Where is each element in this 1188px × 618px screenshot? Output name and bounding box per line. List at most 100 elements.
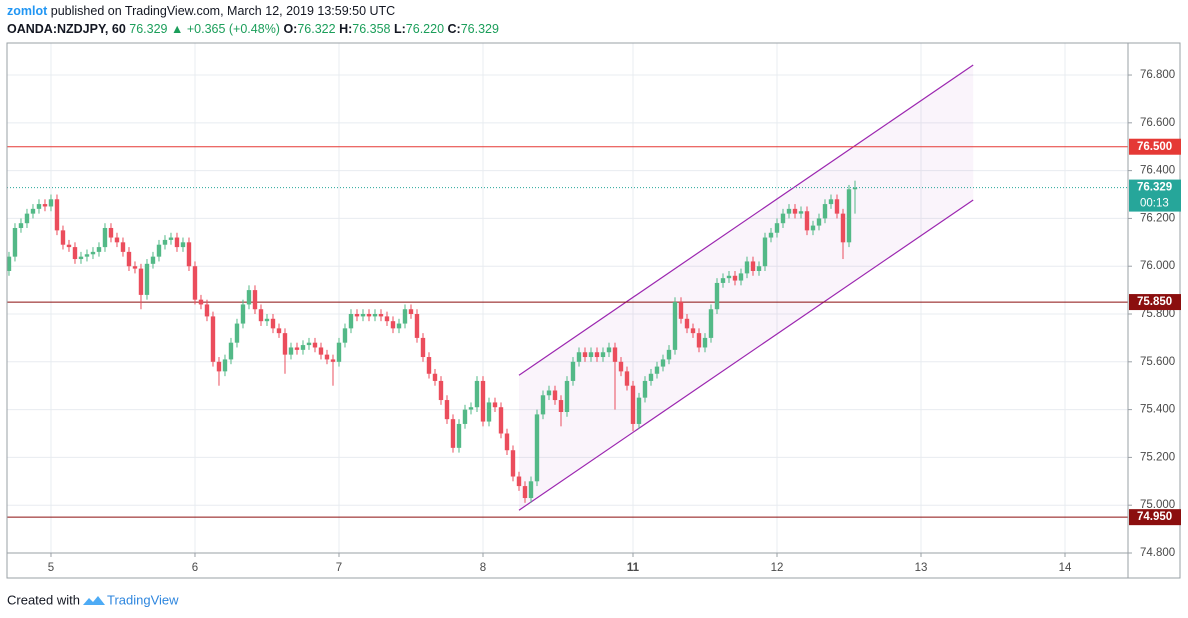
candle-body	[420, 337, 426, 358]
candle-body	[378, 314, 384, 317]
candle-body	[486, 402, 492, 422]
candle-body	[432, 373, 438, 381]
candle-body	[42, 204, 48, 207]
candle-body	[342, 328, 348, 343]
candle-body	[282, 333, 288, 355]
candle-body	[108, 227, 114, 238]
candle-body	[504, 433, 510, 451]
candle-body	[726, 275, 732, 279]
candle-body	[186, 242, 192, 267]
candle-body	[336, 342, 342, 362]
candle-body	[708, 309, 714, 338]
candle-body	[816, 218, 822, 226]
candle-body	[480, 380, 486, 422]
candle-body	[642, 380, 648, 398]
candle-body	[606, 347, 612, 353]
candle-body	[456, 423, 462, 448]
candle-body	[834, 199, 840, 214]
ohlc-value: 76.322	[297, 22, 335, 36]
candle-body	[732, 275, 738, 281]
candle-body	[258, 309, 264, 322]
candle-body	[672, 302, 678, 350]
y-tick-label: 75.600	[1140, 356, 1175, 368]
ohlc-key: L:	[394, 22, 406, 36]
candle-body	[372, 314, 378, 317]
candle-body	[522, 486, 528, 499]
candle-body	[570, 361, 576, 381]
x-tick-label: 14	[1059, 562, 1072, 574]
candle-body	[660, 359, 666, 367]
plot: 74.800 75.000 75.200 75.400 75.600 75.800 76.0…	[6, 43, 1175, 574]
y-tick-label: 75.800	[1140, 308, 1175, 320]
logo	[83, 596, 105, 605]
candle-body	[246, 290, 252, 305]
candle-body	[648, 373, 654, 381]
x-tick-label: 11	[627, 562, 640, 574]
candle-body	[18, 223, 24, 228]
candle-body	[468, 407, 474, 410]
candle-body	[228, 342, 234, 360]
published: published on TradingView.com, March 12, …	[51, 4, 395, 18]
candle-body	[324, 354, 330, 360]
candle-body	[12, 227, 18, 257]
candle-body	[192, 266, 198, 300]
y-tick-label: 76.400	[1140, 165, 1175, 177]
candle-body	[792, 208, 798, 214]
y-tick-label: 75.200	[1140, 451, 1175, 463]
candle-body	[444, 400, 450, 420]
candle-body	[786, 208, 792, 214]
candle-body	[438, 380, 444, 401]
x-tick-label: 7	[336, 562, 342, 574]
x-tick-label: 12	[771, 562, 784, 574]
countdown: 00:13	[1140, 198, 1169, 210]
candle-body	[6, 256, 12, 271]
brand: TradingView	[107, 592, 179, 607]
candle-body	[720, 278, 726, 283]
header-line: zomlot published on TradingView.com, Mar…	[7, 4, 395, 18]
candle-body	[396, 323, 402, 329]
candle-body	[126, 251, 132, 267]
candle-body	[84, 254, 90, 257]
x-tick-label: 13	[915, 562, 928, 574]
candle-body	[150, 256, 156, 264]
frame	[6, 42, 1181, 579]
level-tag	[1129, 138, 1181, 155]
candle-body	[306, 342, 312, 346]
candle-body	[768, 232, 774, 238]
candle-body	[678, 302, 684, 319]
candle-body	[552, 390, 558, 401]
candle-body	[654, 366, 660, 374]
candle-body	[240, 304, 246, 324]
candle-body	[288, 347, 294, 355]
channel-line	[518, 199, 974, 511]
candle-body	[30, 208, 36, 214]
y-tick-label: 76.000	[1140, 260, 1175, 272]
created-with: Created with	[7, 592, 80, 607]
candle-body	[204, 304, 210, 317]
candle-body	[828, 199, 834, 205]
candle-body	[576, 352, 582, 362]
channel-fill	[518, 64, 974, 511]
candle-body	[264, 318, 270, 322]
y-tick-label: 75.400	[1140, 404, 1175, 416]
y-tick-label: 74.800	[1140, 547, 1175, 559]
candle-body	[384, 316, 390, 322]
candle-body	[450, 419, 456, 448]
y-tick-label: 76.200	[1140, 212, 1175, 224]
candle-body	[270, 318, 276, 329]
ohlc-value: 76.329	[461, 22, 499, 36]
level-label: 76.500	[1137, 141, 1172, 153]
level-label: 75.850	[1137, 296, 1172, 308]
candle-body	[102, 227, 108, 248]
candle-body	[234, 323, 240, 343]
candle-body	[702, 337, 708, 348]
change: +0.365 (+0.48%)	[187, 22, 280, 36]
candle-body	[846, 189, 852, 243]
candle-body	[426, 357, 432, 374]
last-price-tag	[1129, 179, 1181, 212]
candle-body	[744, 261, 750, 274]
candle-body	[90, 251, 96, 255]
author: zomlot	[7, 4, 48, 18]
